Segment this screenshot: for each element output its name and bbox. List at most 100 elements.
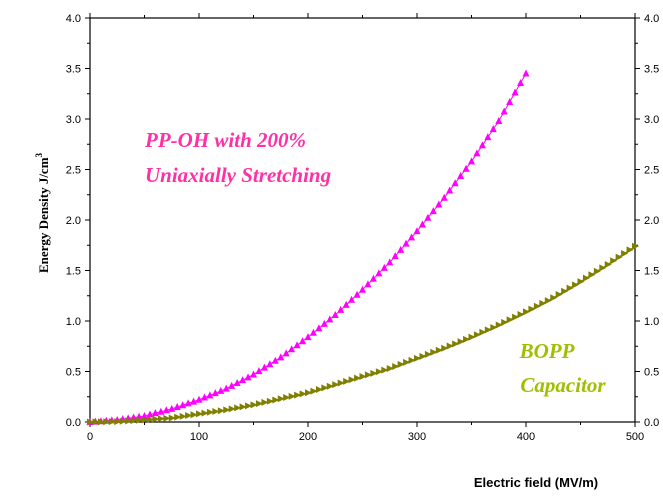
data-point	[500, 107, 508, 115]
data-point	[348, 376, 356, 384]
data-point	[217, 407, 225, 415]
annotation-pp-oh-line-1: PP-OH with 200%	[144, 128, 306, 152]
data-point	[239, 403, 247, 411]
data-point	[626, 246, 634, 254]
data-point	[435, 346, 443, 354]
data-point	[517, 311, 525, 319]
data-point	[305, 389, 312, 397]
data-point	[103, 418, 111, 426]
data-point	[108, 418, 116, 426]
data-point	[293, 341, 301, 349]
data-point	[478, 141, 486, 149]
data-point	[299, 390, 307, 398]
y-right-tick-label: 1.5	[644, 266, 659, 278]
x-tick-label: 400	[517, 431, 535, 443]
data-point	[446, 186, 454, 194]
data-point	[512, 313, 520, 321]
data-point	[522, 69, 530, 77]
data-point	[114, 418, 122, 426]
y-right-tick-label: 2.0	[644, 215, 659, 227]
data-point	[228, 381, 236, 389]
data-point	[245, 402, 253, 410]
data-point	[435, 200, 443, 208]
data-point	[419, 352, 427, 360]
data-point	[310, 387, 318, 395]
data-point	[196, 410, 203, 418]
data-point	[326, 315, 334, 323]
data-point	[463, 335, 471, 343]
data-point	[332, 381, 340, 389]
axes: 0 100 200 300 400 5000.00.51.01.52.02.53.03.5…	[66, 13, 659, 443]
data-point	[255, 400, 263, 408]
data-point	[392, 362, 400, 370]
data-point	[141, 416, 149, 424]
data-point	[228, 405, 236, 413]
data-point	[168, 414, 176, 422]
data-point	[577, 278, 585, 286]
data-point	[403, 358, 411, 366]
data-point	[588, 271, 596, 279]
data-point	[441, 344, 449, 352]
y-right-tick-label: 2.5	[644, 165, 659, 177]
data-point	[157, 415, 165, 423]
data-point	[315, 324, 323, 332]
y-tick-label: 1.0	[66, 316, 81, 328]
data-point	[506, 316, 514, 324]
data-point	[163, 414, 171, 422]
data-point	[179, 412, 187, 420]
data-point	[364, 280, 372, 288]
y-right-tick-label: 4.0	[644, 13, 659, 25]
data-point	[201, 409, 209, 417]
data-point	[288, 345, 296, 353]
data-point	[632, 242, 639, 250]
annotation-bopp-line-2: Capacitor	[520, 373, 606, 397]
data-point	[457, 338, 465, 346]
data-point	[354, 374, 362, 382]
data-point	[151, 409, 159, 417]
data-point	[239, 376, 247, 384]
y-axis-label-text: Energy Density J/cm	[36, 157, 51, 273]
data-point	[260, 363, 268, 371]
y-tick-label: 4.0	[66, 13, 81, 25]
y-axis-label: Energy Density J/cm3	[34, 152, 51, 273]
data-point	[348, 295, 356, 303]
y-right-tick-label: 1.0	[644, 316, 659, 328]
data-point	[523, 308, 530, 316]
data-point	[495, 117, 503, 125]
data-point	[309, 328, 317, 336]
x-tick-label: 100	[190, 431, 208, 443]
data-point	[484, 326, 492, 334]
data-point	[452, 340, 460, 348]
data-point	[501, 318, 509, 326]
annotation-bopp-line-1: BOPP	[519, 339, 575, 363]
x-tick-label: 0	[87, 431, 93, 443]
data-point	[391, 252, 399, 260]
data-point	[517, 79, 525, 87]
data-point	[343, 377, 351, 385]
data-point	[533, 302, 541, 310]
data-point	[92, 418, 100, 426]
data-point	[621, 250, 629, 258]
y-tick-label: 1.5	[66, 266, 81, 278]
data-point	[200, 393, 208, 401]
y-tick-label: 0.5	[66, 367, 81, 379]
data-point	[364, 371, 372, 379]
y-tick-label: 0.0	[66, 417, 81, 429]
data-point	[234, 404, 242, 412]
data-point	[468, 333, 476, 341]
data-point	[337, 305, 345, 313]
data-point	[277, 395, 285, 403]
data-point	[414, 354, 421, 362]
data-point	[271, 356, 279, 364]
y-right-tick-label: 0.0	[644, 417, 659, 429]
data-point	[511, 88, 519, 96]
data-point	[173, 403, 181, 411]
y-tick-label: 3.5	[66, 64, 81, 76]
data-point	[490, 323, 498, 331]
data-point	[424, 350, 432, 358]
data-point	[610, 257, 618, 265]
data-point	[244, 373, 252, 381]
data-point	[337, 379, 345, 387]
data-point	[582, 274, 590, 282]
